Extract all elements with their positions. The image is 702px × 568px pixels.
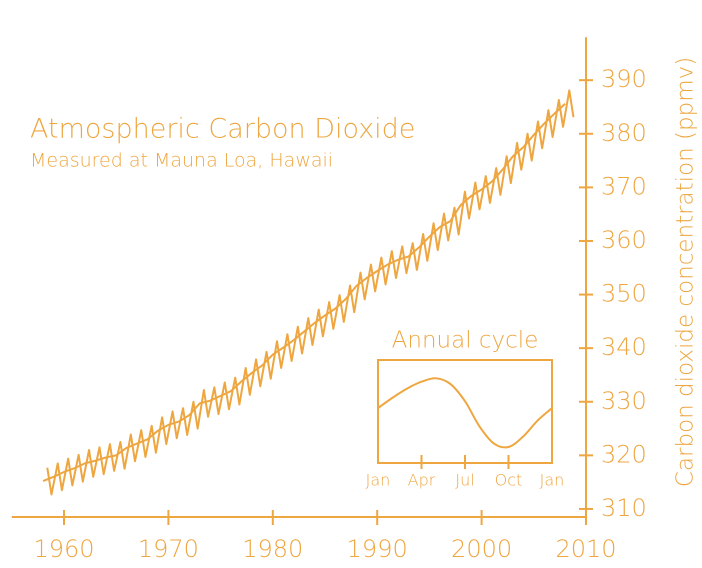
y-tick-label: 350 [601,280,647,308]
x-tick-label: 1960 [33,535,94,563]
y-tick-label: 310 [601,494,647,522]
x-tick-label: 1970 [138,535,199,563]
inset-title: Annual cycle [392,328,539,354]
co2-line [42,103,566,483]
annual-cycle-line [377,377,553,449]
y-tick-label: 370 [601,172,647,200]
inset-x-tick-label: Jul [455,471,474,490]
x-tick-label: 1990 [347,535,408,563]
x-tick-label: 1980 [242,535,303,563]
inset-x-tick-label: Jan [540,471,565,490]
inset-x-tick-label: Oct [495,471,523,490]
inset-frame [377,359,553,464]
y-tick-label: 330 [601,387,647,415]
y-tick-label: 380 [601,119,647,147]
chart-subtitle: Measured at Mauna Loa, Hawaii [30,150,333,172]
y-tick-label: 390 [601,65,647,93]
y-tick-label: 320 [601,440,647,468]
y-axis-label: Carbon dioxide concentration (ppmv) [673,57,699,487]
inset-x-tick-label: Apr [408,471,436,490]
y-tick-label: 340 [601,333,647,361]
chart-title: Atmospheric Carbon Dioxide [30,114,415,145]
x-tick-label: 2000 [451,535,512,563]
inset-x-tick-label: Jan [366,471,391,490]
x-tick-label: 2010 [555,535,616,563]
co2-line [46,89,575,496]
y-tick-label: 360 [601,226,647,254]
